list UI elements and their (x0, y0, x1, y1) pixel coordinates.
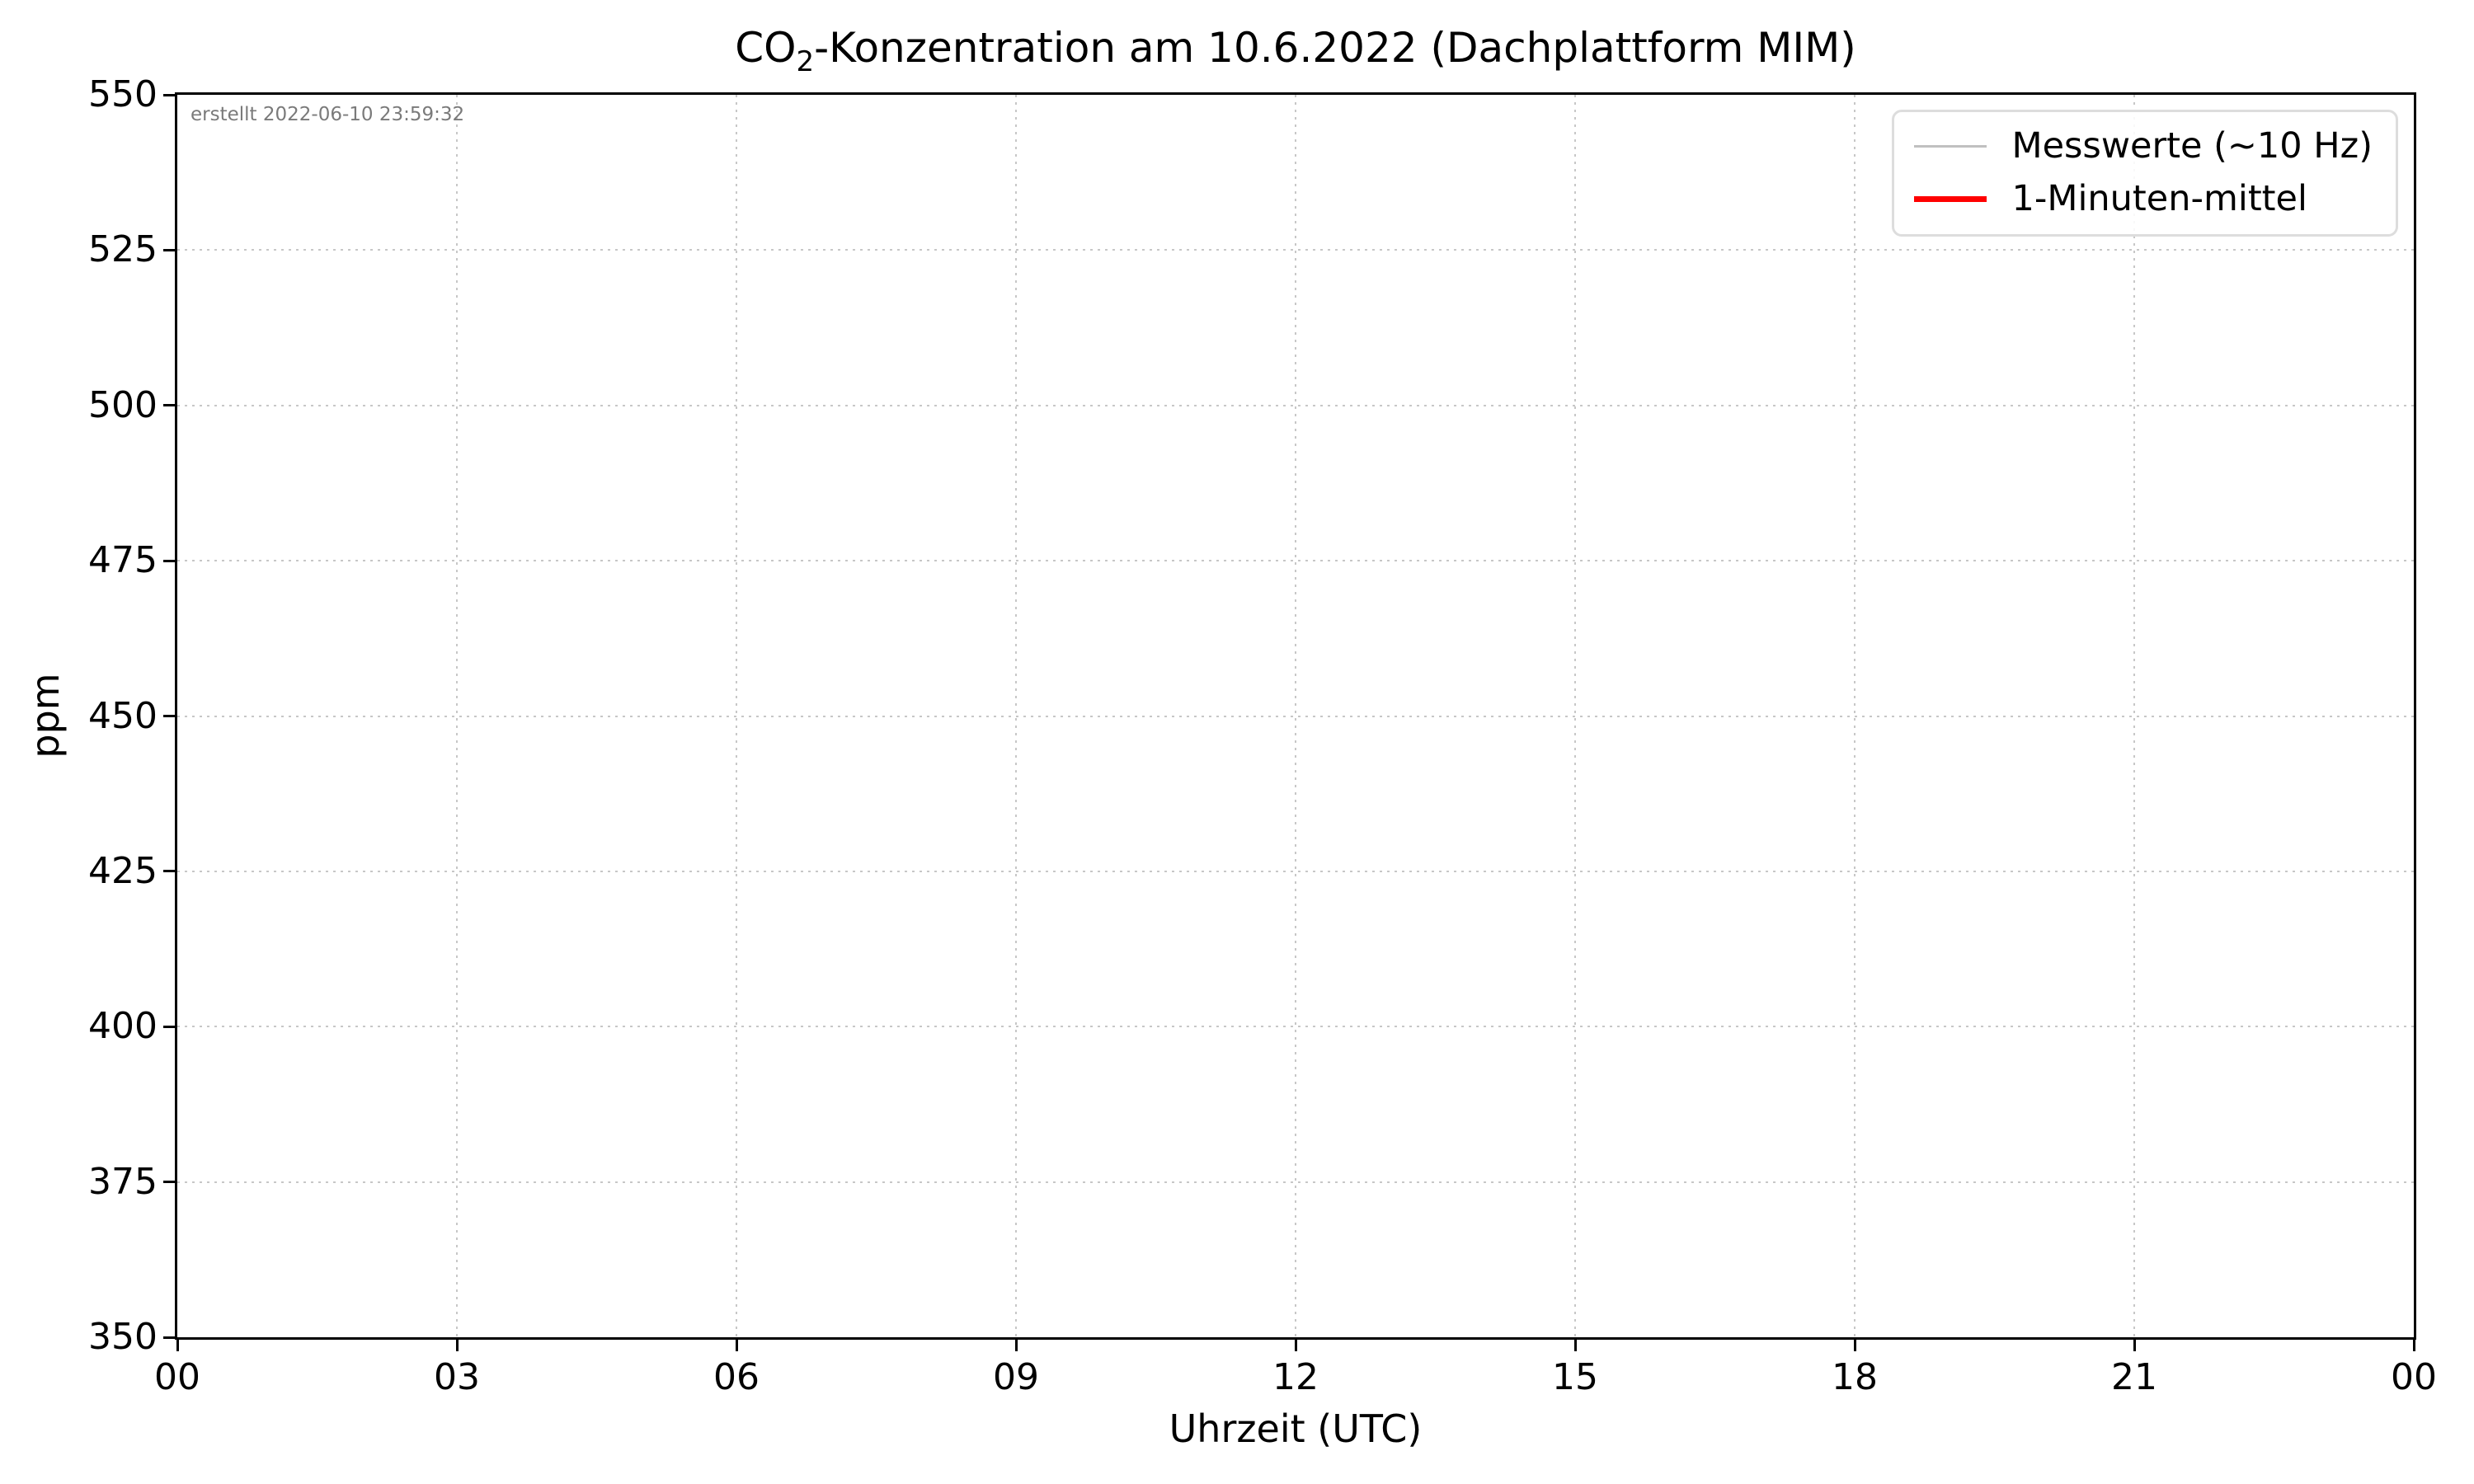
x-tick-mark (735, 1340, 738, 1351)
legend-entry-messwerte: Messwerte (~10 Hz) (1914, 122, 2373, 170)
x-tick-mark (1853, 1340, 1856, 1351)
x-tick-mark (1573, 1340, 1577, 1351)
gridline-horizontal (177, 1181, 2414, 1183)
x-tick-label: 09 (993, 1356, 1039, 1398)
legend-entry-minutenmittel: 1-Minuten-mittel (1914, 175, 2373, 223)
gridline-horizontal (177, 715, 2414, 717)
x-tick-label: 00 (154, 1356, 200, 1398)
x-tick-label: 12 (1272, 1356, 1319, 1398)
x-tick-label: 00 (2391, 1356, 2437, 1398)
y-tick-mark (163, 404, 175, 407)
y-tick-label: 375 (88, 1160, 158, 1203)
x-tick-mark (1014, 1340, 1018, 1351)
y-tick-mark (163, 1181, 175, 1184)
legend-label: Messwerte (~10 Hz) (2011, 125, 2373, 167)
gridline-horizontal (177, 870, 2414, 872)
gridline-horizontal (177, 249, 2414, 251)
y-tick-label: 525 (88, 228, 158, 271)
x-tick-label: 03 (434, 1356, 480, 1398)
y-tick-label: 425 (88, 849, 158, 892)
x-tick-label: 06 (713, 1356, 760, 1398)
chart-title-prefix: CO (735, 24, 797, 72)
creation-timestamp: erstellt 2022-06-10 23:59:32 (190, 104, 465, 125)
y-tick-mark (163, 559, 175, 562)
gridline-horizontal (177, 560, 2414, 562)
y-tick-mark (163, 715, 175, 717)
x-tick-label: 15 (1552, 1356, 1598, 1398)
y-tick-label: 550 (88, 73, 158, 115)
x-tick-mark (1294, 1340, 1297, 1351)
y-tick-mark (163, 248, 175, 251)
y-tick-label: 500 (88, 383, 158, 426)
chart-title-rest: -Konzentration am 10.6.2022 (Dachplattfo… (814, 24, 1856, 72)
y-axis-label: ppm (23, 673, 68, 758)
x-tick-label: 21 (2111, 1356, 2157, 1398)
legend: Messwerte (~10 Hz) 1-Minuten-mittel (1892, 110, 2398, 237)
y-tick-mark (163, 1336, 175, 1339)
legend-line-sample-mean (1914, 195, 1987, 202)
x-tick-label: 18 (1832, 1356, 1878, 1398)
x-tick-mark (176, 1340, 179, 1351)
plot-area: 00 03 06 09 12 15 18 21 00 550 525 500 4… (88, 73, 2437, 1398)
gridline-horizontal (177, 404, 2414, 406)
x-tick-mark (455, 1340, 459, 1351)
y-tick-label: 400 (88, 1005, 158, 1048)
y-tick-label: 350 (88, 1316, 158, 1358)
y-tick-mark (163, 1025, 175, 1028)
x-tick-mark (2133, 1340, 2136, 1351)
x-tick-mark (2412, 1340, 2415, 1351)
y-tick-mark (163, 870, 175, 873)
chart-title: CO2-Konzentration am 10.6.2022 (Dachplat… (175, 23, 2416, 87)
y-tick-label: 475 (88, 539, 158, 582)
legend-line-sample-raw (1914, 144, 1987, 148)
chart-title-subscript: 2 (796, 45, 815, 78)
y-tick-mark (163, 93, 175, 96)
x-axis-label: Uhrzeit (UTC) (1169, 1407, 1423, 1451)
legend-label: 1-Minuten-mittel (2011, 178, 2307, 219)
gridline-horizontal (177, 1026, 2414, 1028)
y-tick-label: 450 (88, 694, 158, 737)
